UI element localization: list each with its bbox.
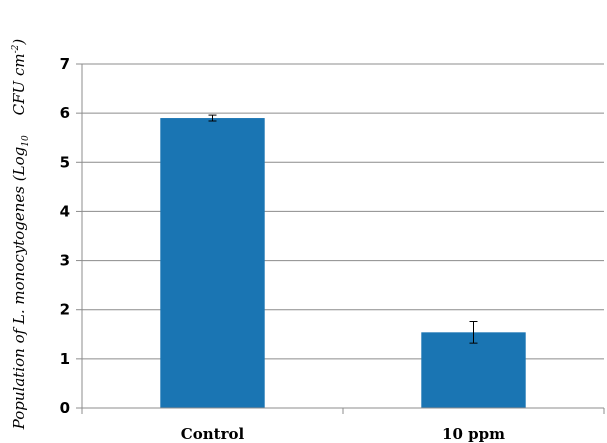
y-tick-label: 3 <box>60 252 70 270</box>
bar <box>160 118 265 409</box>
y-tick-label: 1 <box>60 350 70 368</box>
y-axis-label-unit: CFU cm <box>10 53 28 115</box>
bars <box>160 118 526 409</box>
y-axis-label-close: ) <box>10 39 28 46</box>
y-tick-label: 4 <box>60 202 70 220</box>
y-axis-label: Population of L. monocytogenes (Log10 CFU… <box>10 39 31 431</box>
x-category-label: Control <box>181 425 245 443</box>
y-tick-label: 0 <box>60 399 70 417</box>
y-axis-label-subscript: 10 <box>21 135 31 147</box>
x-category-label: 10 ppm <box>442 425 505 443</box>
y-tick-label: 5 <box>60 153 70 171</box>
y-axis-label-main: Population of L. monocytogenes (Log <box>10 147 28 430</box>
error-bar <box>208 114 217 122</box>
y-tick-label: 6 <box>60 104 70 122</box>
y-tick-labels: 0 1 2 3 4 5 6 7 <box>60 55 70 417</box>
error-bars <box>208 114 478 344</box>
x-category-labels: Control 10 ppm <box>181 425 505 443</box>
error-bar <box>469 321 478 344</box>
y-axis-label-superscript: -2 <box>11 44 21 53</box>
bar <box>421 332 526 408</box>
y-tick-label: 7 <box>60 55 70 73</box>
axes <box>76 63 605 414</box>
y-tick-label: 2 <box>60 301 70 319</box>
